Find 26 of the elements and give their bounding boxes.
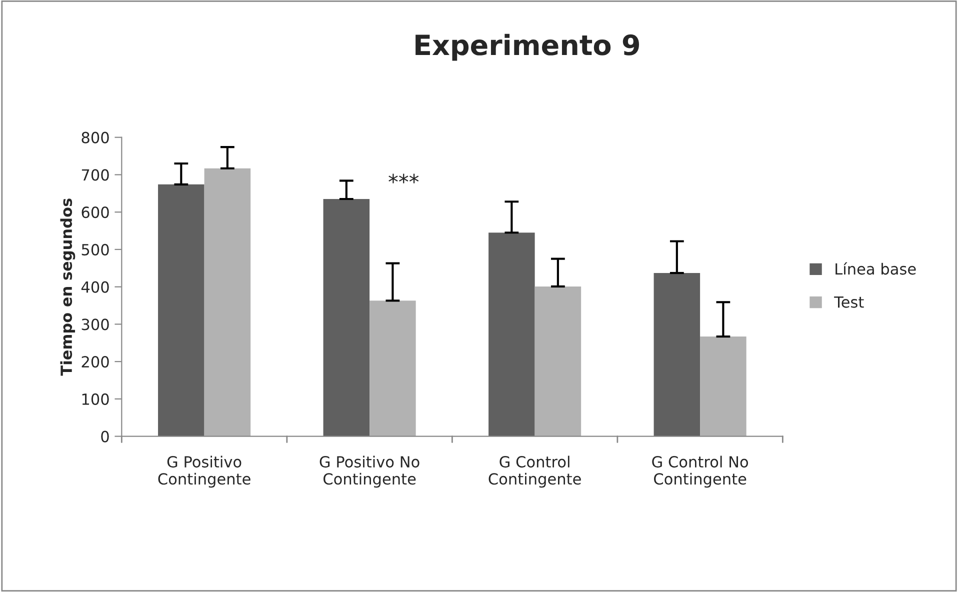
bar <box>323 199 370 436</box>
x-tick-label: G Positivo No Contingente <box>320 456 420 488</box>
y-tick-label: 500 <box>82 244 109 256</box>
y-tick-label: 200 <box>82 356 109 368</box>
bar <box>488 232 535 436</box>
bar <box>370 300 416 436</box>
bar <box>700 336 746 436</box>
bar <box>654 272 700 436</box>
y-tick-label: 300 <box>82 318 109 330</box>
bar <box>534 286 582 436</box>
bar <box>204 168 251 436</box>
x-tick-label: G Control No Contingente <box>652 456 748 488</box>
x-tick-label: G Control Contingente <box>488 456 581 488</box>
annotation: *** <box>388 174 419 184</box>
y-tick-label: 100 <box>82 393 109 405</box>
y-tick-label: 600 <box>82 206 109 218</box>
chart-title: Experimento 9 <box>416 34 639 61</box>
legend-label: Línea base <box>836 262 916 275</box>
y-tick-label: 0 <box>101 430 109 442</box>
y-axis-title: Tiempo en segundos <box>60 198 76 376</box>
x-tick-label: G Positivo Contingente <box>158 456 250 488</box>
y-tick-label: 800 <box>82 132 109 144</box>
legend-label: Test <box>834 296 864 308</box>
y-tick-label: 700 <box>82 169 109 181</box>
bar <box>158 184 204 436</box>
y-tick-label: 400 <box>81 281 109 293</box>
